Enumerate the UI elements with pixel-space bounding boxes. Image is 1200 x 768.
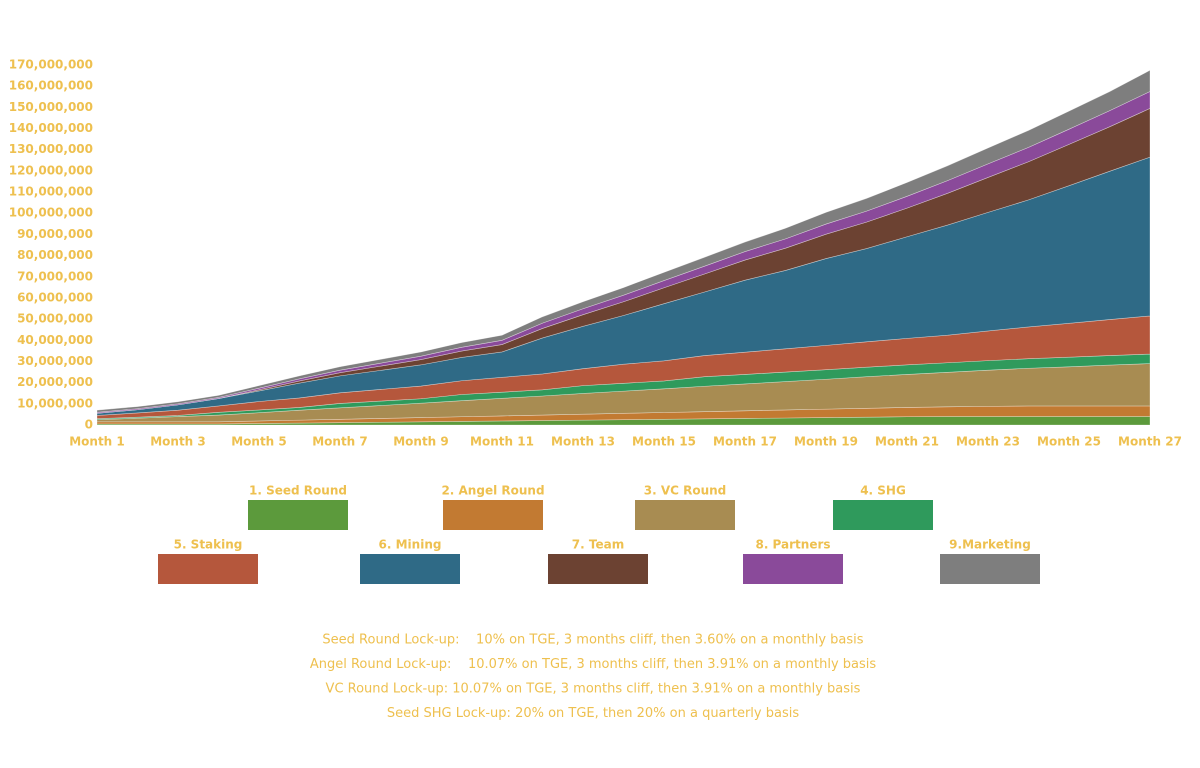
lockup-note: VC Round Lock-up: 10.07% on TGE, 3 month… [326,682,861,697]
legend-label: 5. Staking [174,538,243,552]
legend-label: 9.Marketing [949,538,1031,552]
y-tick-label: 160,000,000 [9,79,93,93]
x-tick-label: Month 25 [1037,435,1101,449]
x-tick-label: Month 19 [794,435,858,449]
lockup-note: Seed Round Lock-up: 10% on TGE, 3 months… [322,633,863,648]
y-tick-label: 120,000,000 [9,163,93,177]
lockup-note: Seed SHG Lock-up: 20% on TGE, then 20% o… [387,706,799,721]
x-tick-label: Month 21 [875,435,939,449]
legend-label: 4. SHG [860,484,906,498]
legend-swatch [940,554,1040,584]
y-tick-label: 110,000,000 [9,185,93,199]
legend-label: 2. Angel Round [441,484,544,498]
legend-label: 1. Seed Round [249,484,347,498]
x-tick-label: Month 23 [956,435,1020,449]
y-tick-label: 50,000,000 [17,312,93,326]
legend-label: 6. Mining [379,538,442,552]
area [96,69,1151,413]
y-tick-label: 130,000,000 [9,142,93,156]
lockup-note: Angel Round Lock-up: 10.07% on TGE, 3 mo… [310,657,877,672]
legend-swatch [743,554,843,584]
legend-swatch [635,500,735,530]
x-tick-label: Month 7 [312,435,368,449]
x-tick-label: Month 13 [551,435,615,449]
legend-swatch [443,500,543,530]
legend-swatch [548,554,648,584]
y-tick-label: 60,000,000 [17,290,93,304]
legend-label: 3. VC Round [644,484,727,498]
legend-swatch [360,554,460,584]
y-tick-label: 150,000,000 [9,100,93,114]
y-tick-label: 70,000,000 [17,269,93,283]
y-tick-label: 20,000,000 [17,375,93,389]
y-tick-label: 30,000,000 [17,354,93,368]
legend-swatch [833,500,933,530]
x-tick-label: Month 11 [470,435,534,449]
x-tick-label: Month 27 [1118,435,1182,449]
legend-swatch [158,554,258,584]
y-tick-label: 170,000,000 [9,58,93,72]
x-tick-label: Month 5 [231,435,287,449]
legend-label: 7. Team [572,538,624,552]
y-tick-label: 40,000,000 [17,333,93,347]
y-tick-label: 140,000,000 [9,121,93,135]
y-tick-label: 80,000,000 [17,248,93,262]
x-tick-label: Month 9 [393,435,449,449]
legend-label: 8. Partners [755,538,830,552]
y-tick-label: 100,000,000 [9,206,93,220]
y-tick-label: 90,000,000 [17,227,93,241]
y-tick-label: 0 [85,418,93,432]
y-tick-label: 10,000,000 [17,396,93,410]
x-tick-label: Month 15 [632,435,696,449]
x-tick-label: Month 17 [713,435,777,449]
legend-swatch [248,500,348,530]
x-tick-label: Month 1 [69,435,125,449]
x-tick-label: Month 3 [150,435,206,449]
